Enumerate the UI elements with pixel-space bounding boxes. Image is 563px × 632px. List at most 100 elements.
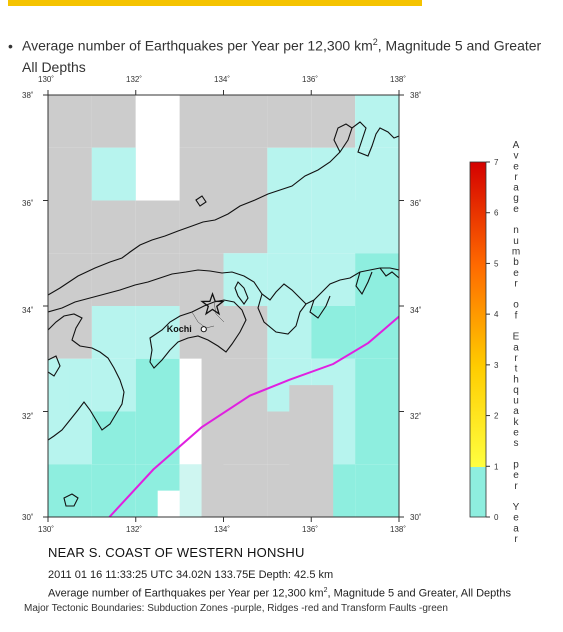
grid-cell — [179, 95, 224, 148]
interior-boundaries — [191, 301, 225, 329]
grid-cell — [91, 306, 136, 359]
colorbar-gradient — [470, 162, 486, 467]
colorbar-title-letter: A — [513, 140, 520, 151]
oki-island — [195, 195, 207, 207]
heading-text: Average number of Earthquakes per Year p… — [22, 37, 373, 54]
grid-cell — [311, 147, 356, 201]
colorbar-frame — [469, 161, 487, 518]
colorbar-title-letter: o — [513, 300, 519, 311]
grid-cell — [267, 253, 312, 306]
grid-cell — [135, 358, 180, 412]
colorbar-title-letter: e — [513, 470, 519, 481]
colorbar-tick-label: 3 — [494, 361, 499, 370]
subduction-zone-line — [108, 315, 399, 517]
grid-cell — [223, 253, 268, 306]
seismicity-map: Kochi 130˚ 132˚ 134˚ 136˚ 138˚ 130˚ 132˚… — [22, 75, 520, 545]
bullet-marker: • — [8, 37, 13, 54]
map-ticks — [43, 90, 404, 522]
colorbar-title-letter: a — [513, 523, 519, 534]
colorbar-title-letter: r — [514, 278, 518, 289]
kii-peninsula — [257, 293, 307, 335]
legend-text-rest: , Magnitude 5 and Greater, All Depths — [327, 587, 511, 600]
lat-right-30: 30˚ — [410, 513, 422, 522]
lon-top-138: 138˚ — [390, 75, 406, 84]
colorbar-title-letter: f — [515, 310, 518, 321]
grid-cell — [91, 253, 136, 306]
colorbar-title-letter: k — [514, 417, 520, 428]
colorbar-tick-label: 7 — [494, 158, 499, 167]
grid-cell — [179, 253, 224, 306]
lon-top-136: 136˚ — [302, 75, 318, 84]
grid-cell — [289, 385, 334, 517]
map-legend-caption: Average number of Earthquakes per Year p… — [48, 587, 511, 600]
lat-right-32: 32˚ — [410, 412, 422, 421]
map-description-heading: • Average number of Earthquakes per Year … — [8, 32, 558, 78]
tanegashima-island — [63, 493, 79, 507]
city-label: Kochi — [167, 324, 192, 334]
colorbar-title-letter: n — [513, 225, 519, 236]
grid-cell — [179, 200, 224, 254]
grid-cell — [355, 253, 399, 306]
lon-top-132: 132˚ — [126, 75, 142, 84]
colorbar-title-letter: q — [513, 385, 519, 396]
grid-cell — [48, 95, 92, 148]
honshu-south-coast — [48, 267, 399, 313]
izu-peninsula — [355, 271, 373, 296]
grid-cell — [355, 411, 399, 465]
lon-bottom-132: 132˚ — [126, 525, 142, 534]
grid-cell — [223, 147, 268, 201]
grid-cell — [223, 95, 268, 148]
lat-left-38: 38˚ — [22, 91, 34, 100]
grid-cell — [135, 411, 180, 465]
colorbar-tick-label: 1 — [494, 462, 499, 471]
region-title: NEAR S. COAST OF WESTERN HONSHU — [48, 545, 305, 560]
grid-cell — [355, 306, 399, 359]
colorbar-title-letter: E — [513, 332, 520, 343]
grid-cell — [311, 200, 356, 254]
heading-line2: All Depths — [22, 58, 86, 75]
honshu-north-coast — [48, 121, 399, 296]
grid-cell — [311, 306, 356, 359]
colorbar-title-letter: v — [514, 151, 519, 162]
boso-coast — [379, 267, 399, 279]
grid-cell — [135, 147, 180, 201]
grid-cell — [179, 147, 224, 201]
colorbar-title-letter: r — [514, 481, 518, 492]
grid-cell — [223, 464, 268, 517]
lat-left-34: 34˚ — [22, 306, 34, 315]
colorbar-title-letter: r — [514, 534, 518, 545]
colorbar-title-letter: e — [513, 268, 519, 279]
grid-cell — [223, 358, 268, 412]
grid-cell — [223, 200, 268, 254]
grid-cell — [355, 147, 399, 201]
legend-text: Average number of Earthquakes per Year p… — [48, 587, 324, 600]
grid-cell — [201, 306, 224, 517]
grid-cell — [48, 253, 92, 306]
grid-cell — [267, 200, 312, 254]
grid-cell — [91, 464, 136, 517]
grid-cell — [91, 95, 136, 148]
colorbar-ticks: 0 1 2 3 4 5 6 7 — [486, 158, 499, 522]
colorbar-title-letter: Y — [513, 502, 520, 513]
map-axis-labels: 130˚ 132˚ 134˚ 136˚ 138˚ 130˚ 132˚ 134˚ … — [22, 75, 422, 534]
lon-bottom-138: 138˚ — [390, 525, 406, 534]
colorbar-title-letter: p — [513, 459, 519, 470]
grid-cell — [48, 464, 92, 517]
grid-cell — [135, 253, 180, 306]
grid-cell — [91, 411, 136, 465]
grid-cell — [157, 490, 180, 517]
grid-cell — [355, 464, 399, 517]
colorbar-title-letter: t — [515, 364, 518, 375]
grid-cell — [48, 200, 92, 254]
noto-peninsula — [333, 123, 353, 153]
colorbar-low-segment — [470, 467, 486, 517]
grid-cell — [267, 95, 312, 148]
colorbar-title-letter: a — [513, 183, 519, 194]
legend-superscript: 2 — [323, 587, 328, 594]
colorbar-title-letter: a — [513, 406, 519, 417]
colorbar-tick-label: 2 — [494, 412, 499, 421]
colorbar-tick-label: 0 — [494, 513, 499, 522]
lon-top-130: 130˚ — [38, 75, 54, 84]
colorbar-tick-label: 6 — [494, 209, 499, 218]
